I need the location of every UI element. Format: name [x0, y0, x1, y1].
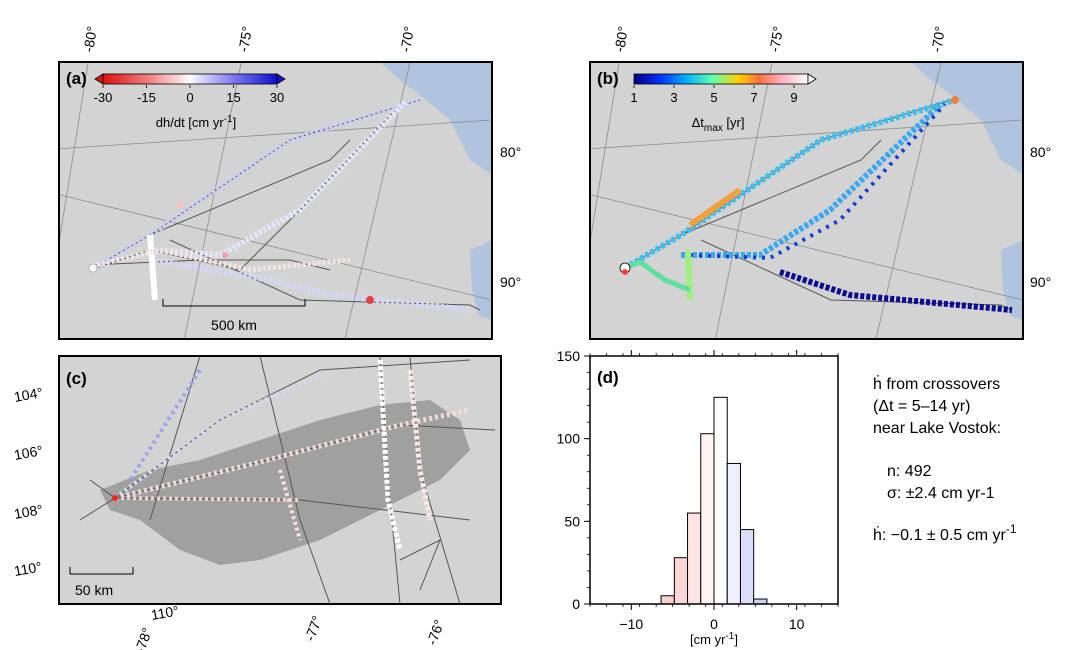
panel-a-lon-tick-2: -75°: [235, 25, 255, 53]
panel-c-lat-tick-4: 110°: [13, 558, 43, 579]
panel-b-lon-tick-2: -75°: [766, 25, 786, 53]
panel-a-scalebar: 500 km: [162, 299, 306, 333]
legend-line-3: near Lake Vostok:: [873, 420, 1001, 437]
histogram-bar: [739, 529, 755, 605]
colorbar-a-low-arrow: [94, 73, 104, 85]
legend-sigma: σ: ±2.4 cm yr-1: [887, 485, 995, 502]
colorbar-b-tick-label: 3: [670, 90, 677, 105]
panel-b-ocean-east: [1001, 240, 1023, 320]
panel-b-lat-tick-1: 80°: [1030, 144, 1051, 160]
panel-b-lon-tick-3: -70°: [928, 25, 948, 53]
panel-a-lat-tick-2: 90°: [500, 274, 521, 290]
histogram-x-tick-label: 0: [710, 616, 718, 632]
panel-b-label: (b): [597, 69, 619, 88]
colorbar-a-tick-label: 15: [226, 90, 240, 105]
panel-c-lon-tick-2: -77°: [301, 613, 325, 643]
panel-a-lon-tick-1: -80°: [80, 25, 100, 53]
panel-c-label: (c): [66, 369, 87, 388]
colorbar-b-tick-label: 7: [750, 90, 757, 105]
histogram-bar: [700, 433, 715, 605]
colorbar-a-tick-label: -30: [94, 90, 113, 105]
panel-a-frame: [58, 61, 493, 340]
histogram-bar: [713, 396, 728, 605]
panel-b-tracks: [619, 96, 1013, 313]
panel-c-lat-tick-1: 104°: [13, 384, 44, 405]
panel-a: -30 -15 0 15 30 dh/dt [cm yr-1] (a) 500 km -…: [58, 25, 521, 340]
panel-c-lat-tick-2: 106°: [13, 442, 44, 463]
histogram-y-tick-label: 100: [557, 431, 581, 447]
histogram-frame: [589, 355, 839, 605]
panel-d-label: (d): [597, 368, 619, 387]
colorbar-b-tick-label: 5: [710, 90, 717, 105]
colorbar-b-tick-label: 9: [790, 90, 797, 105]
panel-b-lat-tick-2: 90°: [1030, 274, 1051, 290]
legend-mean: ḣ: −0.1 ± 0.5 cm yr-1: [873, 522, 1017, 544]
panel-b-ocean: [911, 62, 1023, 175]
panel-c-lon-tick-1: -78°: [131, 625, 155, 650]
panel-a-ocean-east: [470, 240, 492, 320]
colorbar-b-high-arrow: [807, 73, 817, 85]
colorbar-a-tick-label: -15: [137, 90, 156, 105]
panel-c-scalebar: 50 km: [69, 567, 134, 598]
histogram-bar: [660, 595, 675, 605]
legend-line-1: ḣ from crossovers: [873, 374, 1000, 393]
panel-c-lon-tick-3: -76°: [423, 617, 447, 647]
histogram-bar: [673, 557, 689, 605]
histogram-x-tick-label: 10: [789, 616, 805, 632]
panel-a-label: (a): [66, 69, 87, 88]
histogram-bars: [660, 396, 768, 605]
panel-a-colorbar: -30 -15 0 15 30 dh/dt [cm yr-1]: [94, 73, 286, 130]
stats-legend: ḣ from crossovers (Δt = 5–14 yr) near La…: [873, 374, 1017, 544]
histogram-bar: [687, 512, 702, 605]
panel-c-tracks: [112, 359, 471, 551]
panel-b-colorbar: 1 3 5 7 9 Δtmax [yr]: [630, 73, 817, 134]
colorbar-a-tick-label: 0: [186, 90, 193, 105]
histogram-bar: [726, 462, 741, 605]
panel-c-lat-tick-5: 110°: [150, 602, 180, 623]
panel-a-lat-tick-1: 80°: [500, 144, 521, 160]
panel-b-background: [590, 62, 1023, 339]
histogram-y-tick-label: 0: [572, 596, 580, 612]
panel-b-lon-tick-1: -80°: [611, 25, 631, 53]
legend-line-2: (Δt = 5–14 yr): [873, 398, 970, 415]
colorbar-a-label: dh/dt [cm yr-1]: [156, 114, 236, 130]
colorbar-b-gradient: [633, 73, 809, 85]
colorbar-b-label: Δtmax [yr]: [692, 115, 745, 134]
panel-c-frame: [58, 355, 502, 605]
histogram-y-tick-label: 50: [564, 513, 580, 529]
panel-c-lat-tick-3: 108°: [13, 501, 44, 522]
scalebar-a-label: 500 km: [211, 317, 257, 333]
scalebar-c-label: 50 km: [75, 582, 113, 598]
panel-a-tracks: [88, 97, 471, 313]
panel-a-lon-tick-3: -70°: [397, 25, 417, 53]
colorbar-a-gradient: [102, 73, 278, 85]
colorbar-b-tick-label: 1: [630, 90, 637, 105]
legend-n: n: 492: [887, 463, 932, 480]
histogram-x-tick-label: −10: [619, 616, 643, 632]
panel-a-background: [59, 62, 492, 339]
colorbar-a-tick-label: 30: [270, 90, 284, 105]
panel-a-ocean: [380, 62, 492, 175]
histogram-x-axis-label: [cm yr-1]: [690, 631, 738, 647]
panel-b-frame: [589, 61, 1024, 340]
colorbar-a-high-arrow: [276, 73, 286, 85]
histogram-y-tick-label: 150: [557, 348, 581, 364]
panel-c: (c) 50 km 104° 106° 108° 110° 110° -78° …: [13, 355, 502, 650]
